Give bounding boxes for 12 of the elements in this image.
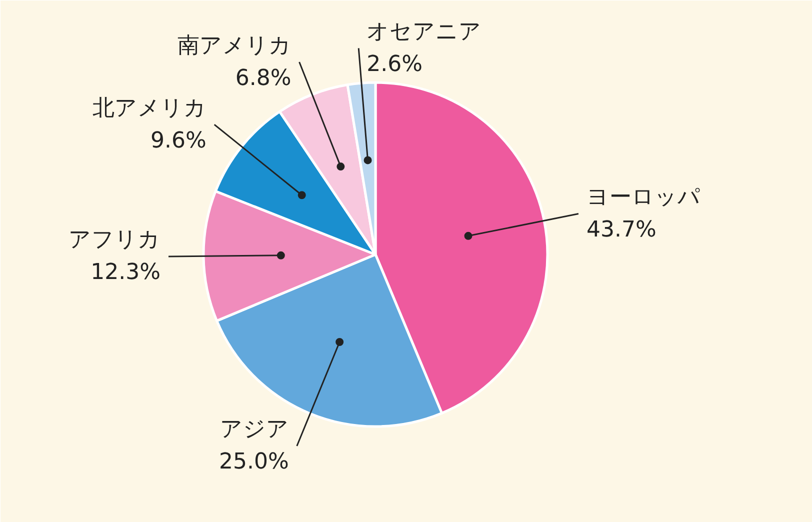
data-label: 2.6% (366, 52, 423, 77)
slice-label: アフリカ (68, 228, 161, 253)
data-label: 43.7% (586, 218, 656, 243)
data-label: 12.3% (90, 260, 161, 286)
data-label: 9.6% (150, 128, 206, 154)
slice-label: ヨーロッパ (586, 185, 700, 210)
data-label: 6.8% (235, 66, 292, 91)
slice-label: オセアニア (366, 19, 482, 44)
slice-label: アジア (220, 417, 289, 442)
slice-label: 南アメリカ (177, 33, 292, 58)
data-label: 25.0% (218, 450, 289, 475)
slice-label: 北アメリカ (92, 96, 206, 121)
